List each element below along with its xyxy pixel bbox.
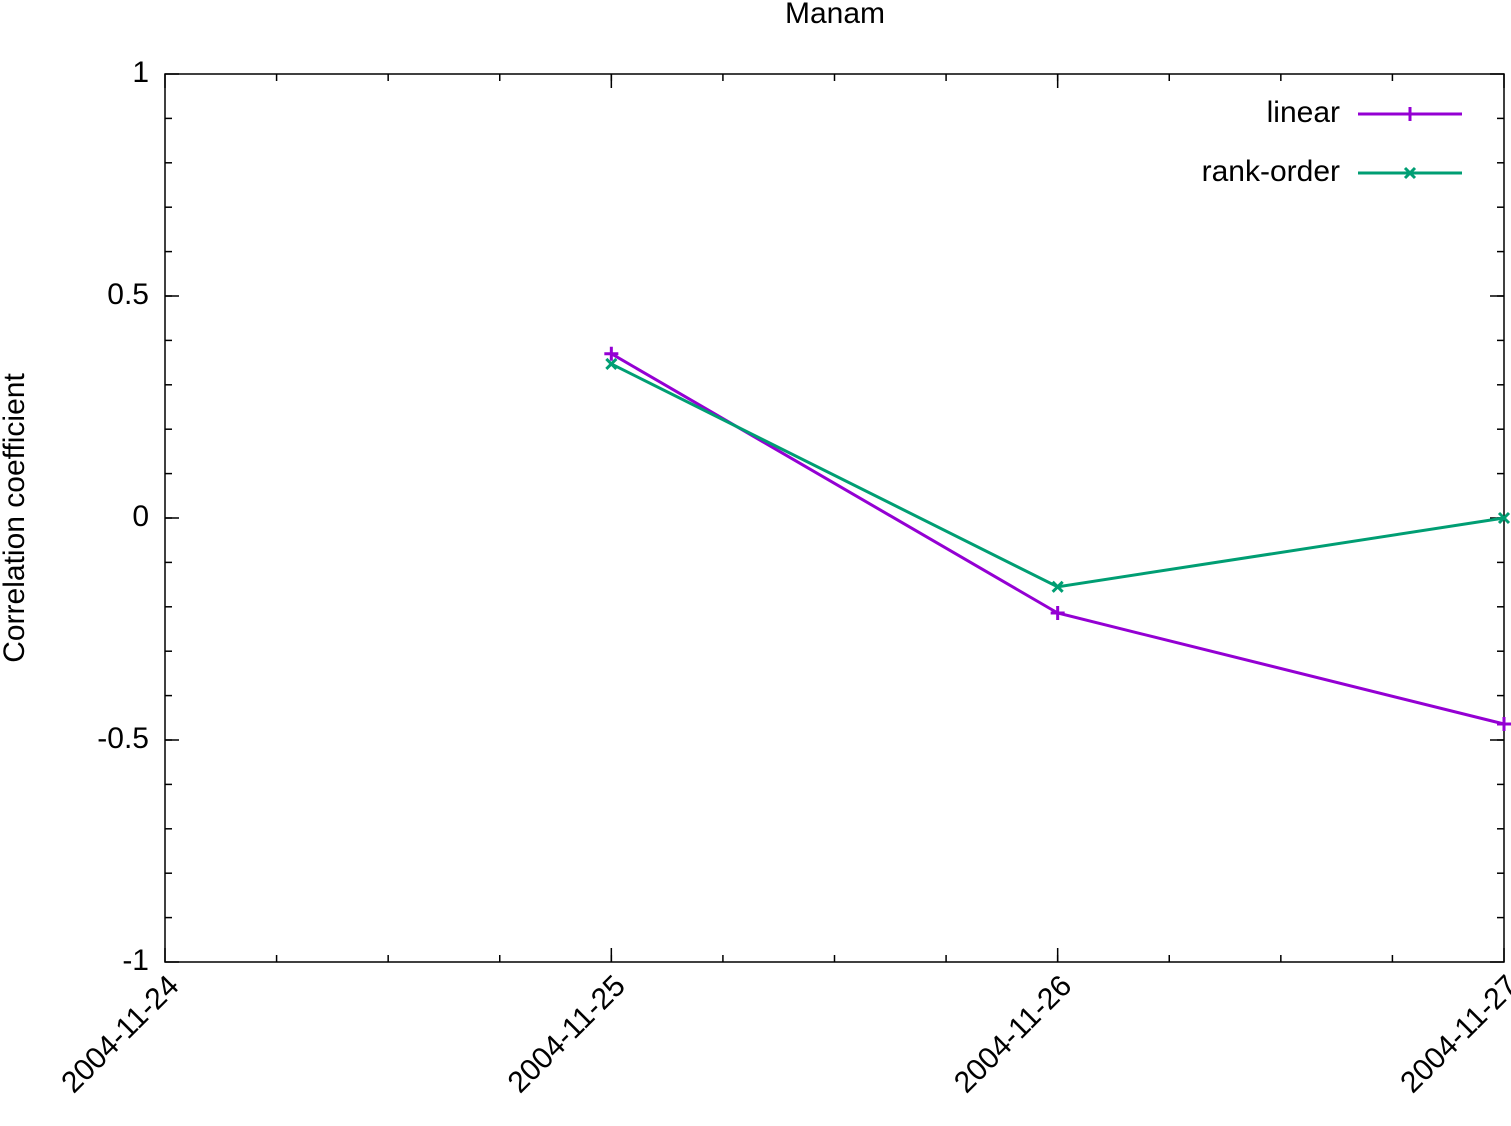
x-tick-label: 2004-11-26 [948, 969, 1078, 1099]
legend-label: rank-order [1202, 155, 1340, 188]
y-tick-label: -1 [122, 944, 149, 977]
y-tick-label: -0.5 [97, 722, 149, 755]
point [1497, 717, 1511, 732]
chart-title: Manam [785, 0, 885, 30]
point [604, 346, 619, 361]
point [1497, 511, 1511, 525]
point [1050, 606, 1065, 621]
y-tick-label: 0 [132, 500, 149, 533]
plot-frame [164, 73, 1505, 963]
series-line [610, 362, 1505, 589]
legend-marker [1403, 107, 1417, 121]
y-tick-label: 0.5 [107, 278, 149, 311]
x-tick-label: 2004-11-27 [1394, 969, 1511, 1099]
y-tick-label: 1 [132, 56, 149, 89]
x-tick-label: 2004-11-24 [55, 969, 185, 1099]
y-axis-label: Correlation coefficient [0, 373, 31, 663]
point [605, 357, 618, 370]
point [1051, 580, 1064, 593]
legend-marker [1403, 166, 1417, 180]
legend-label: linear [1267, 96, 1340, 129]
x-tick-label: 2004-11-25 [502, 969, 632, 1099]
